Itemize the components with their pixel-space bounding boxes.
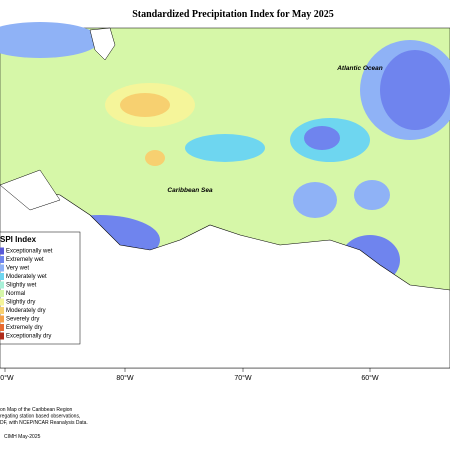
sea-label: Caribbean Sea	[167, 187, 213, 194]
longitude-labels: 90°W 80°W 70°W 60°W	[0, 368, 379, 382]
legend-label: Moderately wet	[6, 274, 47, 280]
legend-swatch	[0, 264, 4, 272]
footnote-line: DF, with NCEP/NCAR Reanalysis Data.	[0, 420, 88, 426]
legend-swatch	[0, 281, 4, 289]
legend-swatch	[0, 307, 4, 314]
title: Standardized Precipitation Index for May…	[132, 9, 334, 20]
legend-label: Extremely wet	[6, 257, 44, 263]
legend-label: Slightly wet	[6, 283, 37, 289]
legend-label: Normal	[6, 291, 25, 297]
footnote-line: on Map of the Caribbean Region	[0, 407, 72, 413]
longitude-label: 60°W	[361, 374, 379, 382]
legend: SPI Index Exceptionally wet Extremely wet…	[0, 231, 81, 345]
legend-swatch	[0, 332, 4, 340]
legend-swatch	[0, 290, 4, 297]
legend-label: Very wet	[6, 266, 29, 272]
legend-title: SPI Index	[0, 235, 37, 244]
legend-label: Severely dry	[6, 317, 39, 323]
ocean-label: Atlantic Ocean	[336, 65, 383, 72]
legend-swatch	[0, 298, 4, 306]
longitude-label: 80°W	[116, 374, 134, 382]
legend-label: Moderately dry	[6, 308, 46, 314]
legend-swatch	[0, 247, 4, 255]
longitude-label: 90°W	[0, 374, 14, 382]
credit: CIMH May-2025	[4, 434, 41, 440]
legend-label: Exceptionally wet	[6, 249, 53, 255]
legend-swatch	[0, 315, 4, 323]
legend-swatch	[0, 273, 4, 280]
footnote-line: regating station based observations,	[0, 414, 80, 420]
legend-label: Exceptionally dry	[6, 334, 51, 340]
legend-label: Extremely dry	[6, 325, 43, 331]
legend-swatch	[0, 256, 4, 263]
legend-swatch	[0, 324, 4, 331]
legend-label: Slightly dry	[6, 300, 35, 306]
longitude-label: 70°W	[234, 374, 252, 382]
